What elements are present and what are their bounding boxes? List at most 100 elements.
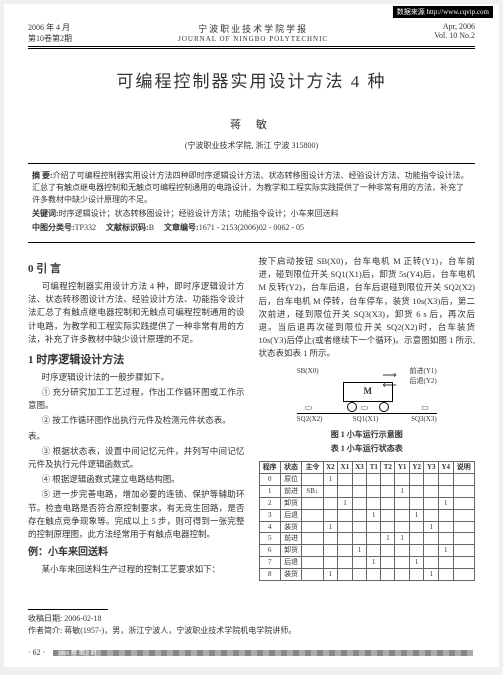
table-cell <box>302 557 323 569</box>
table-cell: 1 <box>323 521 338 533</box>
table-cell: 1 <box>424 521 439 533</box>
header-volume-cn: 第10卷第2期 <box>28 33 72 44</box>
table-header-cell: Y3 <box>424 462 439 474</box>
header-center: 宁波职业技术学院学报 JOURNAL OF NINGBO POLYTECHNIC <box>72 22 434 43</box>
step-5: ⑤ 进一步完善电路，增加必要的连锁、保护等辅助环节。检查电路是否符合原控制要求，… <box>28 488 245 541</box>
table-header-cell: X3 <box>352 462 367 474</box>
keywords-label: 关键词: <box>32 209 59 218</box>
table-header-cell: X1 <box>338 462 353 474</box>
articleid-label: 文章编号: <box>164 223 199 232</box>
table-cell: 5 <box>259 533 280 545</box>
table-cell <box>381 486 395 498</box>
table-cell: 后退 <box>280 557 301 569</box>
cart-diagram: SB(X0) 前进(Y1) ⟶ 后退(Y2) ⟵ SQ2(X2) SQ1(X1)… <box>297 366 437 422</box>
table-cell <box>338 486 353 498</box>
table-cell <box>352 509 367 521</box>
table-cell <box>439 557 454 569</box>
table-cell <box>395 545 410 557</box>
table-body: 0原位11前进SB↓12卸货113后退114装货115前进116卸货117后退1… <box>259 474 475 581</box>
step-2: ② 按工作循环图作出执行元件及检测元件状态表。 <box>28 414 245 427</box>
table-cell <box>453 474 474 486</box>
table-cell <box>367 533 381 545</box>
limit-icon: ▭ <box>361 402 369 414</box>
table-cell <box>439 486 454 498</box>
received-date: 收稿日期: 2006-02-18 <box>28 613 296 625</box>
table-cell: 1 <box>323 568 338 580</box>
table-cell <box>439 568 454 580</box>
table-row: 8装货11 <box>259 568 475 580</box>
table-cell <box>439 521 454 533</box>
table-header-cell: 主令 <box>302 462 323 474</box>
table-cell <box>424 545 439 557</box>
table-header-cell: X2 <box>323 462 338 474</box>
table-cell: 原位 <box>280 474 301 486</box>
step-1: ① 充分研究加工工艺过程，作出工作循环图或工作示意图。 <box>28 386 245 412</box>
table-cell <box>453 486 474 498</box>
table-cell <box>381 557 395 569</box>
table-cell <box>323 557 338 569</box>
table-cell <box>424 509 439 521</box>
page: 数据来源 http://www.cqvip.com 2006 年 4 月 第10… <box>4 4 499 667</box>
table-cell <box>381 497 395 509</box>
author-name: 蒋 敏 <box>28 116 475 132</box>
table-cell <box>302 521 323 533</box>
journal-name-en: JOURNAL OF NINGBO POLYTECHNIC <box>72 35 434 43</box>
column-right: 按下启动按钮 SB(X0)，台车电机 M 正转(Y1)，台车前进，碰到限位开关 … <box>259 255 476 581</box>
table-cell: 0 <box>259 474 280 486</box>
table-row: 2卸货11 <box>259 497 475 509</box>
table-cell <box>439 474 454 486</box>
running-head: 2006 年 4 月 第10卷第2期 宁波职业技术学院学报 JOURNAL OF… <box>28 22 475 44</box>
journal-name-cn: 宁波职业技术学院学报 <box>72 22 434 35</box>
table-cell <box>323 509 338 521</box>
table-cell <box>338 509 353 521</box>
table-cell <box>323 497 338 509</box>
wheel-icon <box>379 402 389 412</box>
section-1-title: 1 时序逻辑设计方法 <box>28 352 245 369</box>
table-header-cell: 程序 <box>259 462 280 474</box>
table-cell <box>367 486 381 498</box>
table-cell <box>367 521 381 533</box>
table-cell <box>352 533 367 545</box>
clc-label: 中图分类号: <box>32 223 75 232</box>
table-cell <box>453 545 474 557</box>
label-rev: 后退(Y2) <box>410 376 437 387</box>
table-cell: 6 <box>259 545 280 557</box>
table-cell <box>409 533 424 545</box>
table-cell <box>352 568 367 580</box>
table-cell <box>352 486 367 498</box>
example-req: 某小车来回送料生产过程的控制工艺要求如下： <box>28 563 245 576</box>
table-cell <box>395 474 410 486</box>
table-cell <box>409 521 424 533</box>
clc-value: TP332 <box>75 223 96 232</box>
section-0-title: 0 引 言 <box>28 261 245 278</box>
table-cell <box>424 557 439 569</box>
page-footer: · 62 · 2006 年 第 2 期 <box>28 648 473 657</box>
article-title: 可编程控制器实用设计方法 4 种 <box>28 67 475 92</box>
table-cell <box>439 533 454 545</box>
abstract-text: 介绍了可编程控制器实用设计方法四种即时序逻辑设计方法、状态转移图设计方法、经验设… <box>32 171 469 204</box>
table-cell <box>367 568 381 580</box>
table-cell: 前进 <box>280 486 301 498</box>
table-cell <box>453 568 474 580</box>
table-row: 3后退11 <box>259 509 475 521</box>
table-cell: 1 <box>367 557 381 569</box>
table-cell <box>302 474 323 486</box>
table-cell <box>439 509 454 521</box>
header-date-cn: 2006 年 4 月 <box>28 22 72 33</box>
table-cell <box>381 474 395 486</box>
table-cell <box>453 497 474 509</box>
header-volume-en: Vol. 10 No.2 <box>434 31 475 40</box>
table-cell: 1 <box>395 486 410 498</box>
table-cell: 装货 <box>280 568 301 580</box>
table-header-cell: 说明 <box>453 462 474 474</box>
table-cell: 1 <box>323 474 338 486</box>
table-cell: 装货 <box>280 521 301 533</box>
table-cell <box>424 497 439 509</box>
table-cell <box>323 545 338 557</box>
keywords-text: 时序逻辑设计；状态转移图设计；经验设计方法；功能指令设计；小车来回送料 <box>59 209 339 218</box>
source-url-badge: 数据来源 http://www.cqvip.com <box>393 6 493 18</box>
author-bio: 作者简介: 蒋敏(1957-)，男，浙江宁波人，宁波职业技术学院机电学院讲师。 <box>28 625 296 637</box>
table-cell: 4 <box>259 521 280 533</box>
table-cell <box>323 486 338 498</box>
para-right-1: 按下启动按钮 SB(X0)，台车电机 M 正转(Y1)，台车前进，碰到限位开关 … <box>259 255 476 360</box>
